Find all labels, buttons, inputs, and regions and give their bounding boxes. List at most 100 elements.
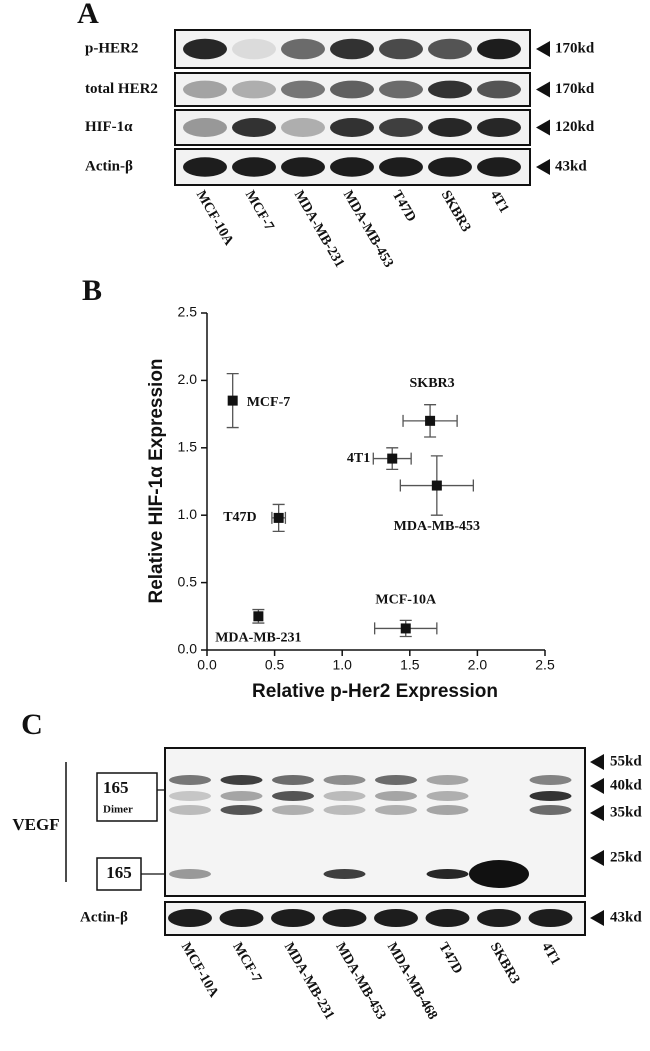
- band: [232, 38, 276, 60]
- band: [379, 157, 423, 177]
- point: [431, 480, 442, 491]
- band: [183, 157, 227, 177]
- band: [220, 805, 263, 815]
- band: [183, 80, 227, 99]
- band: [168, 909, 212, 927]
- marker-arrow: [590, 805, 604, 821]
- band: [169, 869, 211, 879]
- box-label: 165: [106, 863, 132, 882]
- size-label: 55kd: [610, 753, 642, 769]
- row-label: p-HER2: [85, 40, 138, 56]
- y-axis-label: Relative HIF-1α Expression: [146, 358, 167, 603]
- band: [219, 909, 264, 927]
- band: [375, 805, 417, 815]
- lane-label: SKBR3: [438, 188, 474, 235]
- band: [169, 805, 211, 815]
- band: [183, 38, 227, 60]
- band: [428, 80, 472, 99]
- band: [330, 118, 374, 137]
- band: [379, 118, 423, 137]
- band: [379, 80, 423, 99]
- size-label: 35kd: [610, 804, 642, 820]
- band: [232, 80, 276, 99]
- lane-label: T47D: [435, 940, 465, 976]
- size-label: 170kd: [555, 40, 595, 56]
- band: [323, 869, 366, 879]
- row-label: total HER2: [85, 81, 158, 97]
- point: [253, 611, 264, 622]
- lane-label: MCF-7: [242, 188, 277, 233]
- band: [272, 805, 314, 815]
- point-label: SKBR3: [410, 376, 455, 391]
- size-label: 25kd: [610, 849, 642, 865]
- x-tick-label: 0.5: [265, 657, 285, 673]
- y-tick-label: 1.0: [178, 506, 198, 522]
- marker-arrow: [536, 119, 550, 136]
- y-tick-label: 2.5: [178, 304, 198, 320]
- point: [227, 395, 238, 406]
- y-tick-label: 0.0: [178, 641, 198, 657]
- point: [425, 415, 436, 426]
- lane-label: T47D: [389, 188, 419, 224]
- label-box: [96, 772, 158, 822]
- lane-label: MDA-MB-453: [332, 940, 388, 1022]
- band: [379, 38, 423, 60]
- point-label: MDA-MB-453: [394, 519, 480, 534]
- lane-label: 4T1: [487, 188, 512, 216]
- band: [281, 38, 325, 60]
- band: [477, 909, 521, 927]
- panel-letter: A: [77, 0, 99, 30]
- band: [323, 791, 366, 801]
- band: [232, 118, 276, 137]
- lane-label: MDA-MB-231: [291, 188, 347, 270]
- point: [387, 453, 398, 464]
- y-tick-label: 1.5: [178, 439, 198, 455]
- loading-label: Actin-β: [80, 909, 128, 925]
- marker-arrow: [536, 159, 550, 175]
- band: [169, 791, 211, 801]
- point: [400, 623, 411, 634]
- band: [183, 118, 227, 137]
- band: [375, 775, 417, 785]
- marker-arrow: [590, 910, 604, 926]
- band: [528, 909, 573, 927]
- band: [272, 791, 314, 801]
- marker-arrow: [536, 81, 550, 98]
- band: [428, 157, 472, 177]
- band: [220, 791, 263, 801]
- label-box: [96, 857, 142, 891]
- band: [220, 775, 263, 785]
- band: [529, 805, 572, 815]
- band: [426, 791, 469, 801]
- x-tick-label: 2.5: [535, 657, 555, 673]
- band: [323, 805, 366, 815]
- band: [477, 38, 521, 60]
- band: [477, 118, 521, 137]
- box-label: 165: [103, 778, 129, 797]
- point-label: MCF-10A: [375, 593, 437, 608]
- band: [330, 80, 374, 99]
- band: [426, 869, 469, 879]
- box-sublabel: Dimer: [103, 804, 133, 816]
- y-tick-label: 0.5: [178, 573, 198, 589]
- point-label: MDA-MB-231: [215, 631, 301, 646]
- lane-label: MCF-10A: [178, 940, 222, 1001]
- size-label: 43kd: [555, 158, 587, 174]
- marker-arrow: [536, 41, 550, 57]
- row-label: Actin-β: [85, 158, 133, 174]
- marker-arrow: [590, 754, 604, 770]
- lane-label: MCF-10A: [193, 188, 237, 249]
- row-label: HIF-1α: [85, 119, 133, 135]
- lane-label: 4T1: [538, 940, 563, 968]
- point-label: MCF-7: [247, 395, 291, 410]
- band: [425, 909, 470, 927]
- band: [323, 775, 366, 785]
- band: [272, 775, 314, 785]
- lane-label: MDA-MB-453: [340, 188, 396, 270]
- band: [426, 775, 469, 785]
- band: [529, 791, 572, 801]
- size-label: 170kd: [555, 81, 595, 97]
- lane-label: MDA-MB-468: [384, 940, 440, 1022]
- lane-label: SKBR3: [487, 940, 523, 987]
